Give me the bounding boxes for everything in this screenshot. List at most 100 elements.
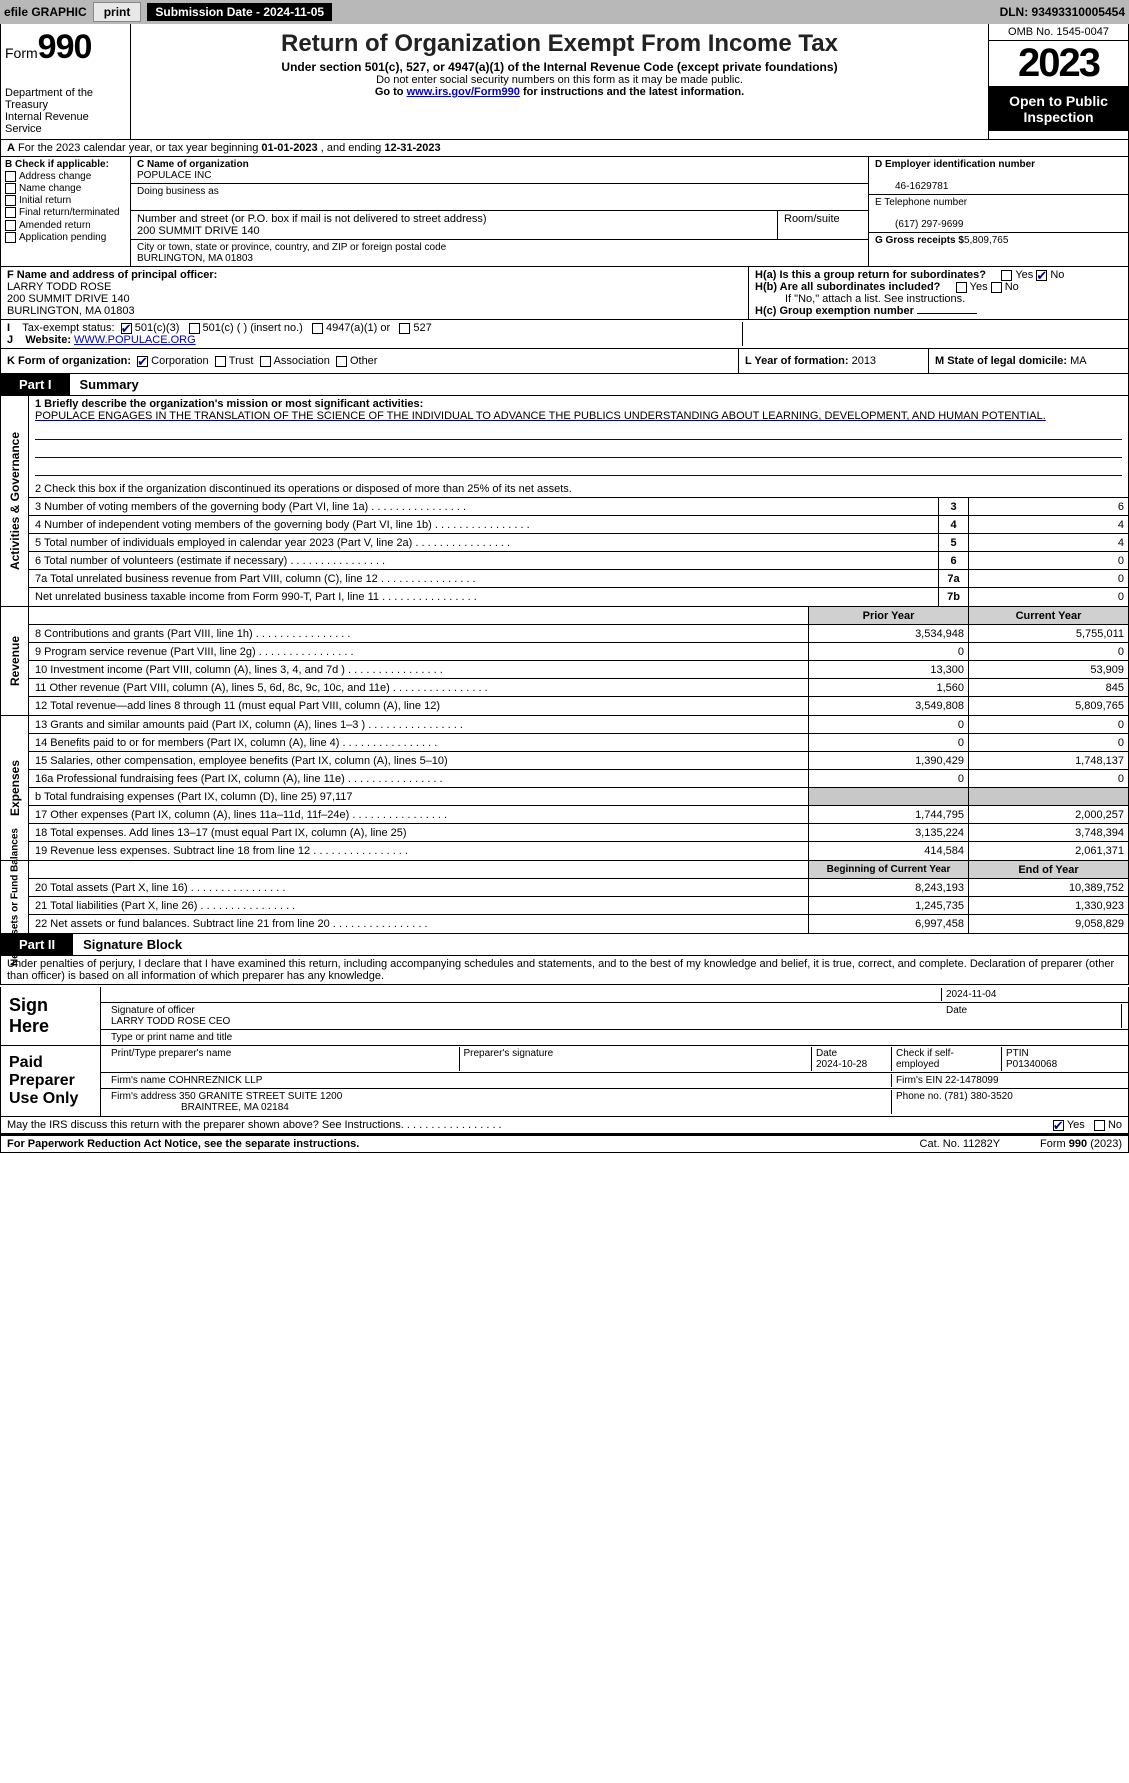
cb-corp[interactable] (137, 356, 148, 367)
cb-other[interactable] (336, 356, 347, 367)
dln-label: DLN: 93493310005454 (1000, 5, 1125, 19)
ein-label: D Employer identification number (875, 159, 1035, 170)
street-value: 200 SUMMIT DRIVE 140 (137, 225, 260, 237)
c8: 5,755,011 (968, 625, 1128, 642)
cb-address-change[interactable]: Address change (5, 171, 126, 182)
cb-final-return[interactable]: Final return/terminated (5, 207, 126, 218)
p12: 3,549,808 (808, 697, 968, 715)
row-a-end: 12-31-2023 (384, 142, 440, 154)
gov-section: Activities & Governance 1 Briefly descri… (0, 396, 1129, 607)
b22: 6,997,458 (808, 915, 968, 933)
part2-title: Signature Block (73, 937, 182, 952)
cb-4947[interactable] (312, 323, 323, 334)
cb-assoc[interactable] (260, 356, 271, 367)
line-18: 18 Total expenses. Add lines 13–17 (must… (35, 827, 407, 839)
firm-ein: 22-1478099 (945, 1075, 998, 1086)
cb-amended[interactable]: Amended return (5, 220, 126, 231)
p15: 1,390,429 (808, 752, 968, 769)
cb-501c3[interactable] (121, 323, 132, 334)
p9: 0 (808, 643, 968, 660)
line-9: 9 Program service revenue (Part VIII, li… (35, 646, 354, 658)
efile-label: efile GRAPHIC (4, 5, 87, 19)
cb-initial-return[interactable]: Initial return (5, 195, 126, 206)
self-emp: Check if self-employed (896, 1048, 954, 1070)
firm-name: COHNREZNICK LLP (168, 1075, 262, 1086)
p13: 0 (808, 716, 968, 733)
page-footer: For Paperwork Reduction Act Notice, see … (0, 1134, 1129, 1153)
cb-app-pending[interactable]: Application pending (5, 232, 126, 243)
irs-link[interactable]: www.irs.gov/Form990 (407, 86, 520, 98)
line-4: 4 Number of independent voting members o… (35, 519, 530, 531)
p17: 1,744,795 (808, 806, 968, 823)
part1-header: Part I Summary (0, 374, 1129, 396)
goto-pre: Go to (375, 86, 407, 98)
cb-name-change[interactable]: Name change (5, 183, 126, 194)
curr-year-hdr: Current Year (968, 607, 1128, 624)
hb-yes[interactable] (956, 282, 967, 293)
signature-block: Sign Here 2024-11-04 Signature of office… (0, 987, 1129, 1117)
cb-501c[interactable] (189, 323, 200, 334)
gov-vlabel: Activities & Governance (8, 432, 22, 570)
ha-no[interactable] (1036, 270, 1047, 281)
line-8: 8 Contributions and grants (Part VIII, l… (35, 628, 350, 640)
sig-date: 2024-11-04 (942, 988, 1122, 1001)
discuss-yes[interactable] (1053, 1120, 1064, 1131)
goto-post: for instructions and the latest informat… (520, 86, 744, 98)
discuss-row: May the IRS discuss this return with the… (0, 1117, 1129, 1134)
domicile-label: M State of legal domicile: (935, 355, 1067, 367)
row-a: A For the 2023 calendar year, or tax yea… (0, 140, 1129, 157)
c17: 2,000,257 (968, 806, 1128, 823)
p16b (808, 788, 968, 805)
ha-yes[interactable] (1001, 270, 1012, 281)
sign-here-label: Sign Here (1, 987, 101, 1045)
cb-527[interactable] (399, 323, 410, 334)
print-button[interactable]: print (93, 2, 142, 22)
row-a-pre: For the 2023 calendar year, or tax year … (18, 142, 261, 154)
e20: 10,389,752 (968, 879, 1128, 896)
line-7b: Net unrelated business taxable income fr… (35, 591, 477, 603)
officer-addr2: BURLINGTON, MA 01803 (7, 305, 135, 317)
discuss-text: May the IRS discuss this return with the… (7, 1119, 502, 1131)
p11: 1,560 (808, 679, 968, 696)
row-a-mid: , and ending (318, 142, 385, 154)
b21: 1,245,735 (808, 897, 968, 914)
city-label: City or town, state or province, country… (137, 242, 446, 253)
phone-value: (617) 297-9699 (875, 219, 963, 230)
top-bar: efile GRAPHIC print Submission Date - 20… (0, 0, 1129, 24)
line-11: 11 Other revenue (Part VIII, column (A),… (35, 682, 488, 694)
prep-date: 2024-10-28 (816, 1059, 867, 1070)
p18: 3,135,224 (808, 824, 968, 841)
klm-row: K Form of organization: Corporation Trus… (0, 349, 1129, 374)
c11: 845 (968, 679, 1128, 696)
line-7a: 7a Total unrelated business revenue from… (35, 573, 476, 585)
prior-year-hdr: Prior Year (808, 607, 968, 624)
line-22: 22 Net assets or fund balances. Subtract… (35, 918, 428, 930)
net-section: Net Assets or Fund Balances Beginning of… (0, 861, 1129, 934)
part1-tab: Part I (1, 374, 70, 395)
website-link[interactable]: WWW.POPULACE.ORG (74, 334, 196, 346)
footer-left: For Paperwork Reduction Act Notice, see … (7, 1138, 920, 1150)
line-16b: b Total fundraising expenses (Part IX, c… (35, 791, 353, 803)
part2-header: Part II Signature Block (0, 934, 1129, 956)
line-15: 15 Salaries, other compensation, employe… (35, 755, 448, 767)
cb-trust[interactable] (215, 356, 226, 367)
officer-name: LARRY TODD ROSE (7, 281, 111, 293)
exp-section: Expenses 13 Grants and similar amounts p… (0, 716, 1129, 861)
line-14: 14 Benefits paid to or for members (Part… (35, 737, 437, 749)
c15: 1,748,137 (968, 752, 1128, 769)
line-10: 10 Investment income (Part VIII, column … (35, 664, 443, 676)
prep-sig-label: Preparer's signature (460, 1047, 813, 1071)
penalty-statement: Under penalties of perjury, I declare th… (0, 956, 1129, 985)
firm-addr: 350 GRANITE STREET SUITE 1200 (179, 1091, 342, 1102)
c16a: 0 (968, 770, 1128, 787)
b20: 8,243,193 (808, 879, 968, 896)
hb-no[interactable] (991, 282, 1002, 293)
firm-phone-label: Phone no. (896, 1091, 942, 1102)
discuss-no[interactable] (1094, 1120, 1105, 1131)
type-name-label: Type or print name and title (107, 1031, 236, 1044)
hc-label: H(c) Group exemption number (755, 305, 917, 317)
box-f-label: F Name and address of principal officer: (7, 269, 217, 281)
c18: 3,748,394 (968, 824, 1128, 841)
date-label: Date (942, 1004, 1122, 1028)
officer-name-sig: LARRY TODD ROSE CEO (111, 1016, 230, 1027)
